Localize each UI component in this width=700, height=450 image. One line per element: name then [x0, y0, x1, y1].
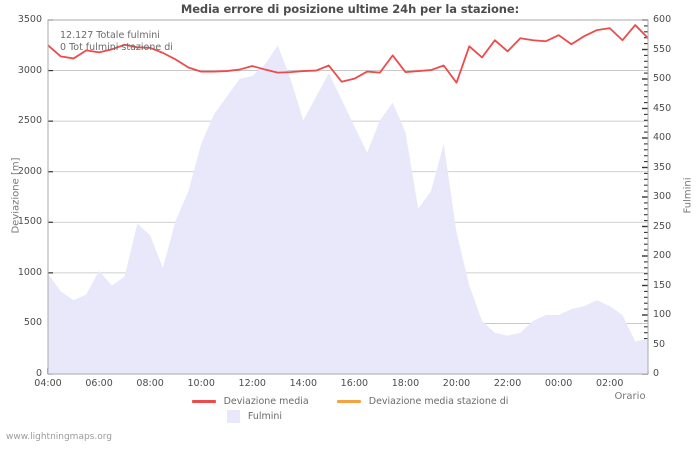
legend-swatch-line-icon: [336, 400, 361, 403]
y-left-axis-label: Deviazione [m]: [10, 157, 22, 234]
x-tick-label: 20:00: [442, 378, 471, 389]
y-right-tick-label: 300: [653, 191, 672, 202]
y-right-tick-label: 400: [653, 132, 672, 143]
x-tick-label: 22:00: [493, 378, 522, 389]
x-tick-label: 14:00: [289, 378, 317, 389]
y-right-tick-label: 100: [653, 309, 672, 320]
legend-row-primary: Deviazione media Deviazione media stazio…: [0, 394, 700, 409]
y-left-tick-label: 2500: [17, 115, 42, 127]
legend-row-secondary: Fulmini: [0, 409, 700, 424]
y-right-axis-label: Fulmini: [682, 177, 694, 214]
legend-label: Deviazione media: [223, 396, 309, 407]
y-right-tick-label: 50: [653, 338, 666, 350]
footer-watermark: www.lightningmaps.org: [6, 432, 112, 442]
y-left-tick-label: 0: [35, 368, 42, 379]
x-tick-label: 12:00: [238, 378, 266, 389]
x-axis-label: Orario: [614, 391, 646, 402]
y-right-tick-label: 350: [653, 161, 672, 173]
x-tick-label: 04:00: [34, 378, 62, 389]
y-left-tick-label: 3000: [17, 64, 42, 76]
legend-item-fulmini[interactable]: Fulmini: [222, 410, 282, 423]
y-right-tick-label: 600: [653, 14, 672, 25]
y-right-tick-label: 200: [653, 250, 672, 261]
chart-title: Media errore di posizione ultime 24h per…: [180, 2, 520, 16]
y-left-tick-label: 500: [23, 317, 42, 329]
y-left-tick-label: 1000: [17, 266, 42, 278]
deviation-line-series: [48, 24, 648, 84]
legend-label: Fulmini: [247, 411, 283, 422]
y-right-tick-label: 450: [653, 102, 672, 114]
y-right-tick-label: 150: [653, 279, 672, 291]
y-left-tick-label: 1500: [17, 216, 42, 228]
legend-swatch-line-icon: [191, 400, 216, 403]
x-tick-label: 10:00: [187, 378, 215, 389]
y-left-tick-label: 2000: [17, 165, 42, 177]
y-right-tick-label: 500: [653, 73, 672, 84]
x-tick-label: 06:00: [85, 378, 113, 389]
plot-frame: [47, 19, 649, 375]
legend-label: Deviazione media stazione di: [368, 396, 509, 407]
strokes-area-series: [48, 45, 648, 374]
annotation-station-strokes: 0 Tot fulmini stazione di: [60, 42, 173, 53]
y-right-tick-label: 550: [653, 43, 672, 55]
legend-swatch-area-icon: [226, 410, 240, 423]
y-left-tick-label: 3500: [17, 14, 42, 25]
x-tick-label: 02:00: [595, 378, 624, 389]
y-right-tick-label: 0: [653, 368, 660, 379]
x-tick-label: 08:00: [136, 378, 164, 389]
legend-item-deviazione-media[interactable]: Deviazione media: [191, 396, 309, 407]
x-tick-label: 16:00: [340, 378, 369, 389]
annotation-total-strokes: 12.127 Totale fulmini: [60, 30, 160, 41]
y-right-tick-label: 250: [653, 220, 672, 232]
legend-item-deviazione-media-stazione[interactable]: Deviazione media stazione di: [336, 396, 509, 407]
x-tick-label: 00:00: [544, 378, 573, 389]
chart-legend: Deviazione media Deviazione media stazio…: [0, 394, 700, 424]
x-tick-label: 18:00: [391, 378, 420, 389]
